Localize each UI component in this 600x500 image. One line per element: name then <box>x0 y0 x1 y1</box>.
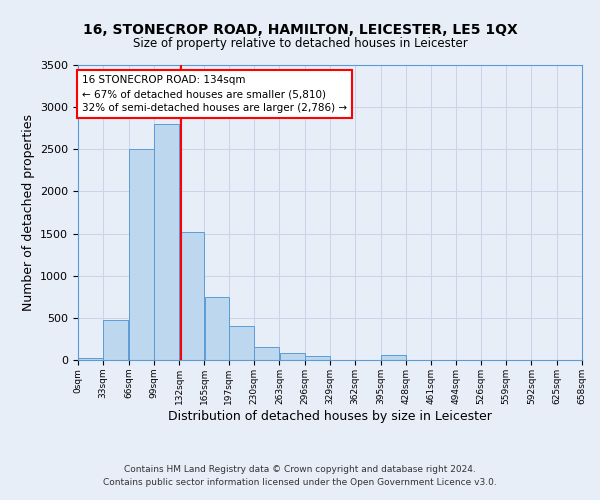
Bar <box>305 356 330 360</box>
Bar <box>179 232 204 360</box>
Bar <box>280 354 305 360</box>
Bar <box>78 358 103 360</box>
Text: Contains public sector information licensed under the Open Government Licence v3: Contains public sector information licen… <box>103 478 497 487</box>
X-axis label: Distribution of detached houses by size in Leicester: Distribution of detached houses by size … <box>168 410 492 422</box>
Bar <box>229 326 254 360</box>
Y-axis label: Number of detached properties: Number of detached properties <box>22 114 35 311</box>
Text: Contains HM Land Registry data © Crown copyright and database right 2024.: Contains HM Land Registry data © Crown c… <box>124 466 476 474</box>
Bar <box>129 150 154 360</box>
Text: Size of property relative to detached houses in Leicester: Size of property relative to detached ho… <box>133 38 467 51</box>
Text: 16 STONECROP ROAD: 134sqm
← 67% of detached houses are smaller (5,810)
32% of se: 16 STONECROP ROAD: 134sqm ← 67% of detac… <box>82 75 347 113</box>
Bar <box>381 355 406 360</box>
Text: 16, STONECROP ROAD, HAMILTON, LEICESTER, LE5 1QX: 16, STONECROP ROAD, HAMILTON, LEICESTER,… <box>83 22 517 36</box>
Bar <box>205 297 229 360</box>
Bar <box>103 320 128 360</box>
Bar <box>154 124 179 360</box>
Bar <box>254 348 279 360</box>
